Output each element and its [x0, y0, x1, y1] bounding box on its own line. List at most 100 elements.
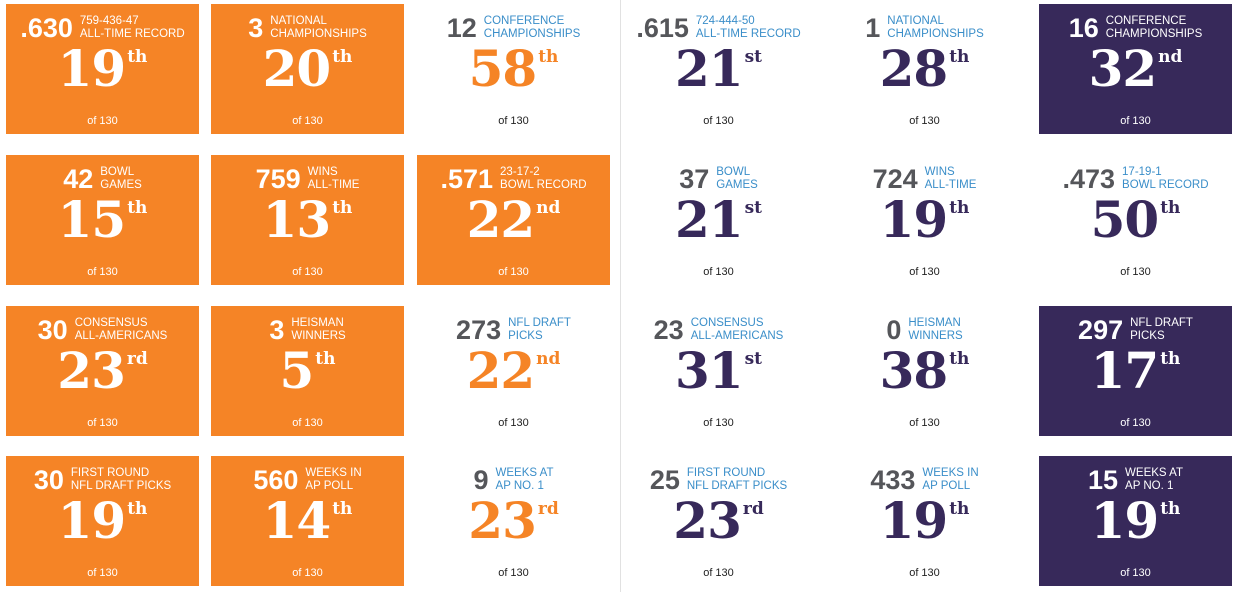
stat-value: 560: [253, 464, 299, 495]
rank-number: 31: [674, 341, 744, 400]
rank-suffix: th: [1160, 349, 1181, 369]
rank-number: 28: [879, 39, 949, 98]
rank-total: of 130: [498, 266, 529, 278]
stat-label: CONFERENCE CHAMPIONSHIPS: [484, 15, 581, 41]
stat-label-line-1: FIRST ROUND: [70, 467, 150, 479]
stat-header: 297 NFL DRAFT PICKS: [1039, 312, 1232, 348]
stat-header: .615 724-444-50 ALL-TIME RECORD: [622, 10, 815, 46]
stat-label: NFL DRAFT PICKS: [508, 317, 571, 343]
rank-suffix: th: [127, 47, 148, 67]
rank-suffix: nd: [1158, 47, 1183, 67]
stat-label: WEEKS IN AP POLL: [922, 467, 978, 493]
stat-value: 297: [1078, 314, 1124, 345]
stat-label-line-2: PICKS: [1130, 330, 1165, 342]
rank-total: of 130: [498, 417, 529, 429]
stat-header: 30 FIRST ROUND NFL DRAFT PICKS: [6, 462, 199, 498]
rank-suffix: th: [332, 198, 353, 218]
rank-total: of 130: [909, 266, 940, 278]
rank-number: 38: [879, 341, 949, 400]
stat-label-line-2: BOWL RECORD: [1122, 179, 1209, 191]
stat-value: 9: [473, 464, 489, 495]
rank-number: 19: [57, 39, 127, 98]
stat-label: WINS ALL-TIME: [308, 166, 360, 192]
rank-number: 14: [262, 491, 332, 550]
rank-number: 19: [57, 491, 127, 550]
rank-total: of 130: [292, 266, 323, 278]
stat-label: FIRST ROUND NFL DRAFT PICKS: [71, 467, 171, 493]
stat-header: 30 CONSENSUS ALL-AMERICANS: [6, 312, 199, 348]
stat-label-line-2: AP NO. 1: [1125, 480, 1174, 492]
stat-label: BOWL GAMES: [100, 166, 142, 192]
stat-header: 16 CONFERENCE CHAMPIONSHIPS: [1039, 10, 1232, 46]
stat-label-line-1: 17-19-1: [1122, 166, 1162, 178]
stat-label: WINS ALL-TIME: [925, 166, 977, 192]
stat-value: 12: [446, 12, 477, 43]
rank-suffix: th: [949, 47, 970, 67]
rank-total: of 130: [498, 115, 529, 127]
rank-suffix: th: [949, 198, 970, 218]
stat-header: 0 HEISMAN WINNERS: [828, 312, 1021, 348]
rank-number: 21: [674, 190, 744, 249]
stat-value: .473: [1062, 163, 1116, 194]
stat-label-line-1: WINS: [924, 166, 955, 178]
stat-label-line-2: WINNERS: [908, 330, 963, 342]
stat-label-line-1: CONFERENCE: [483, 15, 565, 27]
stat-value: 0: [886, 314, 902, 345]
team-divider: [620, 0, 621, 592]
rank-total: of 130: [87, 266, 118, 278]
stat-label-line-1: WINS: [307, 166, 338, 178]
stat-label: HEISMAN WINNERS: [908, 317, 962, 343]
stat-header: .630 759-436-47 ALL-TIME RECORD: [6, 10, 199, 46]
stat-header: 15 WEEKS AT AP NO. 1: [1039, 462, 1232, 498]
stat-label: BOWL GAMES: [716, 166, 758, 192]
stat-value: 433: [870, 464, 916, 495]
stat-header: 3 HEISMAN WINNERS: [211, 312, 404, 348]
stat-label: FIRST ROUND NFL DRAFT PICKS: [687, 467, 787, 493]
stat-value: 3: [248, 12, 264, 43]
stat-label: CONSENSUS ALL-AMERICANS: [691, 317, 784, 343]
stat-label-line-1: BOWL: [716, 166, 751, 178]
rank-number: 13: [262, 190, 332, 249]
stat-header: 724 WINS ALL-TIME: [828, 161, 1021, 197]
stat-header: 433 WEEKS IN AP POLL: [828, 462, 1021, 498]
rank-suffix: rd: [537, 499, 559, 519]
stat-label-line-1: HEISMAN: [908, 317, 961, 329]
rank-suffix: th: [949, 349, 970, 369]
stat-label-line-1: NFL DRAFT: [508, 317, 571, 329]
rank-number: 22: [466, 190, 536, 249]
rank-suffix: nd: [536, 198, 561, 218]
rank-suffix: th: [127, 499, 148, 519]
rank-total: of 130: [703, 266, 734, 278]
stat-value: 3: [269, 314, 285, 345]
stat-header: 3 NATIONAL CHAMPIONSHIPS: [211, 10, 404, 46]
stat-value: 15: [1088, 464, 1119, 495]
stat-label-line-2: CHAMPIONSHIPS: [483, 28, 581, 40]
stat-value: .571: [440, 163, 494, 194]
rank-suffix: th: [538, 47, 559, 67]
rank-total: of 130: [909, 567, 940, 579]
